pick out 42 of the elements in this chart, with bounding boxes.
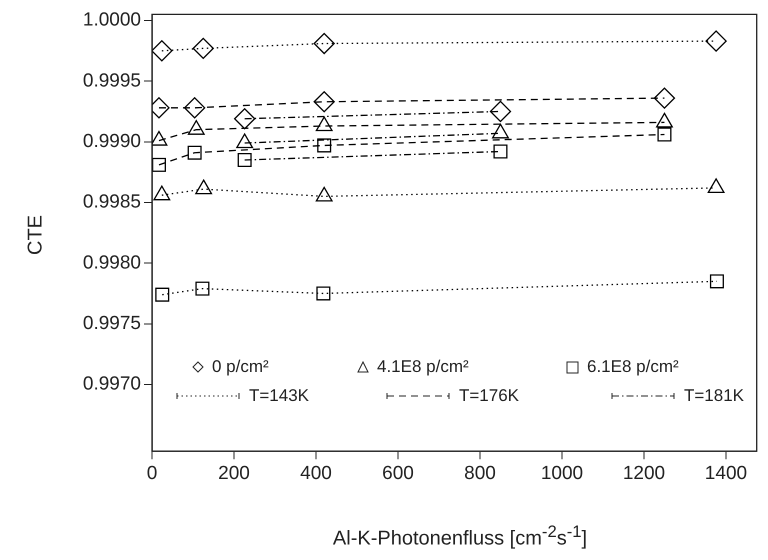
x-axis-title: Al-K-Photonenfluss [cm$^{-2}$s$^{-1}$] (332, 522, 588, 551)
point (710, 274, 724, 288)
point (314, 32, 335, 54)
point (195, 282, 210, 296)
point (705, 30, 727, 52)
annotation: T=143K (249, 386, 310, 406)
y-tick-label: 0.9995 (82, 70, 141, 92)
point (238, 152, 252, 168)
x-tick-label: 200 (218, 462, 250, 484)
annotation: 4.1E8 p/cm² (377, 357, 469, 377)
y-tick-label: 0.9975 (82, 313, 141, 334)
point (234, 108, 256, 130)
point (314, 91, 335, 112)
point (317, 138, 332, 152)
x-tick-label: 600 (382, 462, 414, 484)
point (152, 158, 166, 172)
x-tick-label: 1200 (622, 462, 666, 484)
x-tick-label: 0 (146, 462, 158, 484)
point (152, 40, 172, 62)
y-axis-title: CTE (24, 215, 48, 255)
y-tick-label: 0.9985 (82, 192, 141, 213)
y-tick-label: 0.9970 (82, 374, 141, 395)
point (184, 97, 206, 118)
x-tick-label: 1400 (704, 462, 748, 484)
point (316, 286, 330, 300)
y-tick-label: 0.9980 (82, 252, 141, 274)
annotation: T=176K (459, 386, 520, 406)
point (490, 100, 512, 122)
x-tick-label: 1000 (540, 462, 584, 484)
x-tick-label: 400 (300, 462, 332, 484)
point (188, 146, 202, 160)
y-tick-label: 0.9990 (82, 131, 141, 152)
point (192, 38, 214, 60)
annotation: T=181K (684, 386, 744, 406)
point (654, 87, 676, 109)
y-tick-label: 1.0000 (82, 10, 141, 31)
annotation: 0 p/cm² (212, 357, 269, 377)
x-tick-label: 800 (464, 462, 496, 484)
point (155, 288, 170, 302)
annotation: 6.1E8 p/cm² (587, 357, 679, 377)
point (657, 128, 672, 142)
point (493, 144, 508, 159)
